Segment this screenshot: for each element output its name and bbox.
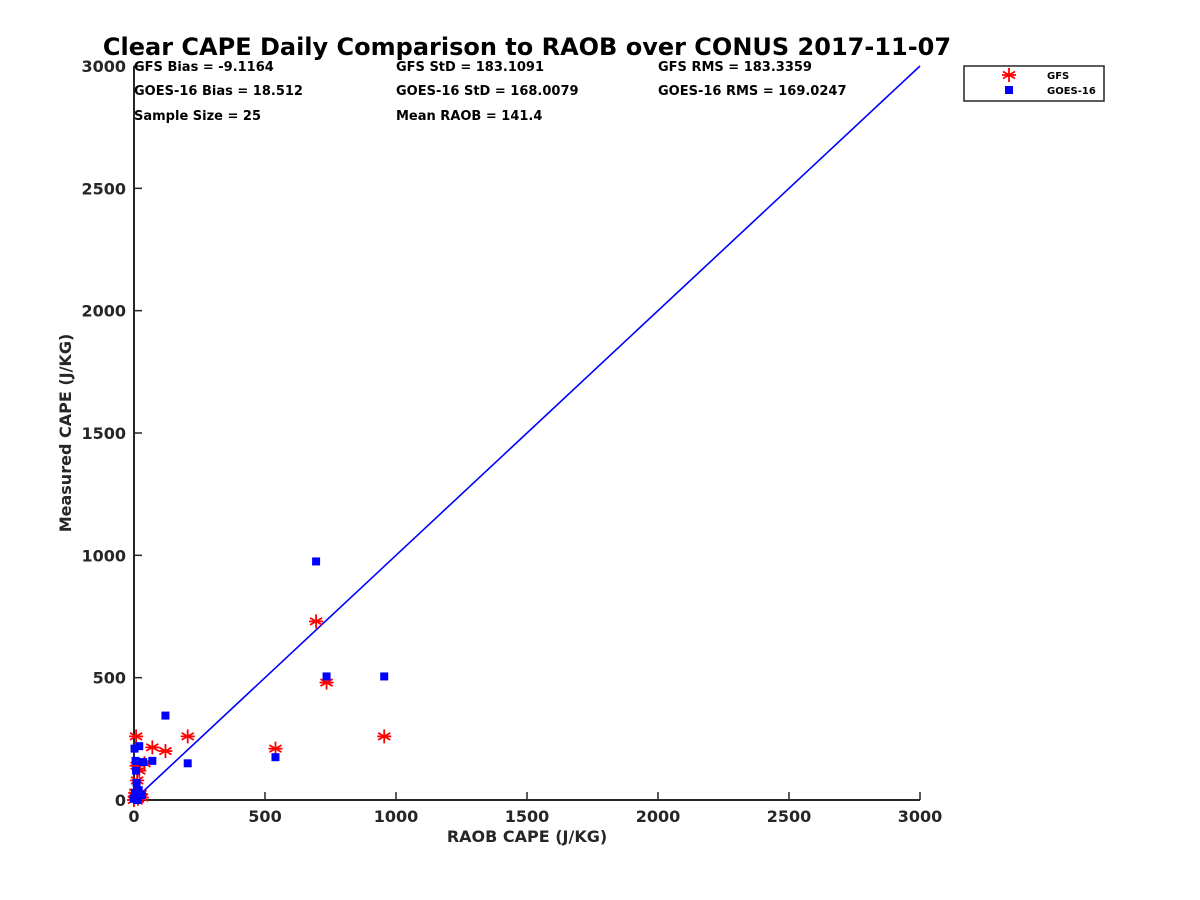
goes16-point <box>132 778 141 787</box>
legend-goes16-marker <box>1005 86 1013 94</box>
gfs-point <box>319 675 334 690</box>
y-tick-label: 2000 <box>81 302 126 321</box>
goes16-point <box>139 758 148 767</box>
y-tick-label: 3000 <box>81 57 126 76</box>
goes16-point <box>322 672 331 681</box>
x-tick-label: 500 <box>248 807 281 826</box>
gfs-point <box>180 729 195 744</box>
goes16-point <box>161 711 170 720</box>
y-tick-label: 500 <box>93 669 126 688</box>
gfs-bias-text: GFS Bias = -9.1164 <box>134 60 274 75</box>
y-tick-label: 1500 <box>81 424 126 443</box>
goes16-bias-text: GOES-16 Bias = 18.512 <box>134 84 303 99</box>
series-gfs <box>127 614 392 807</box>
legend: GFS GOES-16 <box>963 65 1105 102</box>
one-to-one-line-group <box>133 65 921 801</box>
y-tick-label: 1000 <box>81 546 126 565</box>
statistics-block: GFS Bias = -9.1164 GFS StD = 183.1091 GF… <box>134 60 847 124</box>
x-axis-label: RAOB CAPE (J/KG) <box>447 827 607 846</box>
series-goes16 <box>130 557 389 804</box>
goes16-point <box>135 742 144 751</box>
x-tick-label: 1500 <box>505 807 550 826</box>
x-tick-label: 2000 <box>636 807 681 826</box>
gfs-point <box>309 614 324 629</box>
gfs-point <box>377 729 392 744</box>
gfs-rms-text: GFS RMS = 183.3359 <box>658 60 812 75</box>
legend-box <box>963 65 1105 102</box>
y-tick-label: 0 <box>115 791 126 810</box>
mean-raob-text: Mean RAOB = 141.4 <box>396 109 542 124</box>
gfs-point <box>129 729 144 744</box>
legend-gfs-marker <box>1002 68 1016 82</box>
x-tick-label: 0 <box>128 807 139 826</box>
one-to-one-line <box>133 65 921 801</box>
sample-size-text: Sample Size = 25 <box>134 109 261 124</box>
y-axis-label: Measured CAPE (J/KG) <box>56 334 75 533</box>
gfs-point <box>145 740 160 755</box>
gfs-std-text: GFS StD = 183.1091 <box>396 60 544 75</box>
goes16-point <box>131 756 140 765</box>
gfs-point <box>158 744 173 759</box>
x-tick-label: 1000 <box>374 807 419 826</box>
goes16-point <box>130 744 139 753</box>
goes16-point <box>132 766 141 775</box>
legend-gfs-asterisk <box>1002 68 1016 82</box>
goes16-point <box>137 791 146 800</box>
legend-gfs-label: GFS <box>1047 71 1069 82</box>
legend-goes16-label: GOES-16 <box>1047 86 1096 97</box>
goes16-rms-text: GOES-16 RMS = 169.0247 <box>658 84 847 99</box>
chart-title: Clear CAPE Daily Comparison to RAOB over… <box>103 33 951 61</box>
goes16-point <box>312 557 321 566</box>
goes16-std-text: GOES-16 StD = 168.0079 <box>396 84 579 99</box>
x-ticks: 0 500 1000 1500 2000 2500 3000 <box>128 792 942 826</box>
y-tick-label: 2500 <box>81 179 126 198</box>
x-tick-label: 3000 <box>898 807 943 826</box>
y-ticks: 0 500 1000 1500 2000 2500 3000 <box>81 57 142 810</box>
x-tick-label: 2500 <box>767 807 812 826</box>
goes16-point <box>271 753 280 762</box>
goes16-point <box>380 672 389 681</box>
goes16-point <box>183 759 192 768</box>
goes16-point <box>134 786 143 795</box>
goes16-point <box>148 756 157 765</box>
